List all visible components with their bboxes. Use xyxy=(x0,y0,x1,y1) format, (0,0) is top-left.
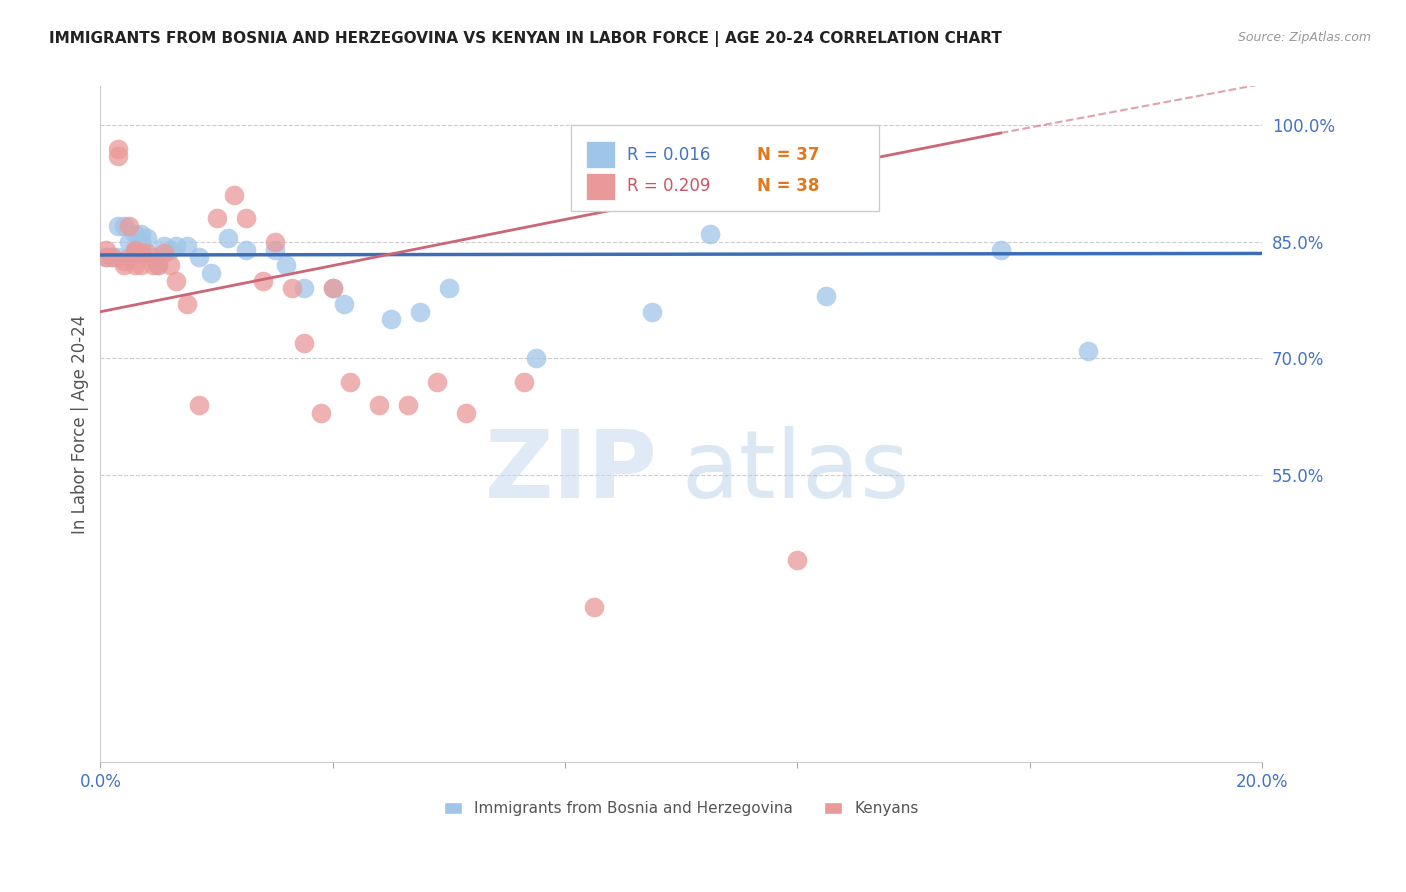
Point xyxy=(200,266,222,280)
Point xyxy=(107,149,129,163)
Point xyxy=(142,258,165,272)
Text: N = 37: N = 37 xyxy=(756,145,820,163)
Point xyxy=(235,243,257,257)
Y-axis label: In Labor Force | Age 20-24: In Labor Force | Age 20-24 xyxy=(72,315,89,534)
FancyBboxPatch shape xyxy=(571,125,879,211)
Point xyxy=(96,250,118,264)
Point xyxy=(165,238,187,252)
Point xyxy=(107,250,129,264)
Point xyxy=(524,351,547,366)
Point xyxy=(333,297,356,311)
Point xyxy=(641,304,664,318)
Point xyxy=(112,254,135,268)
Point xyxy=(426,375,449,389)
Point xyxy=(124,246,146,260)
Point xyxy=(101,250,124,264)
Point xyxy=(339,375,361,389)
Point xyxy=(135,246,157,260)
Text: N = 38: N = 38 xyxy=(756,178,820,195)
Point xyxy=(129,246,152,260)
Point xyxy=(135,231,157,245)
Text: R = 0.209: R = 0.209 xyxy=(627,178,710,195)
Point xyxy=(129,258,152,272)
Point xyxy=(118,235,141,249)
Point xyxy=(252,274,274,288)
Point xyxy=(322,281,344,295)
Point xyxy=(217,231,239,245)
Point xyxy=(165,274,187,288)
Text: R = 0.016: R = 0.016 xyxy=(627,145,710,163)
Point xyxy=(276,258,298,272)
Point xyxy=(142,250,165,264)
Point xyxy=(129,235,152,249)
Point xyxy=(281,281,304,295)
Point xyxy=(263,235,285,249)
Point xyxy=(107,219,129,234)
Point xyxy=(159,243,181,257)
Point xyxy=(699,227,721,241)
Point xyxy=(990,243,1012,257)
Point xyxy=(583,600,606,615)
Point xyxy=(263,243,285,257)
Point xyxy=(292,335,315,350)
FancyBboxPatch shape xyxy=(586,173,614,200)
Point xyxy=(222,188,245,202)
Point xyxy=(309,406,332,420)
Point xyxy=(1077,343,1099,358)
Point xyxy=(396,398,419,412)
Text: Source: ZipAtlas.com: Source: ZipAtlas.com xyxy=(1237,31,1371,45)
Point xyxy=(101,250,124,264)
Point xyxy=(148,258,170,272)
Point xyxy=(159,258,181,272)
Point xyxy=(292,281,315,295)
Point xyxy=(368,398,391,412)
Point xyxy=(124,258,146,272)
Text: IMMIGRANTS FROM BOSNIA AND HERZEGOVINA VS KENYAN IN LABOR FORCE | AGE 20-24 CORR: IMMIGRANTS FROM BOSNIA AND HERZEGOVINA V… xyxy=(49,31,1002,47)
FancyBboxPatch shape xyxy=(586,141,614,169)
Point xyxy=(129,227,152,241)
Point xyxy=(107,142,129,156)
Point xyxy=(815,289,838,303)
Point xyxy=(129,243,152,257)
Point xyxy=(205,211,228,226)
Point xyxy=(409,304,432,318)
Point xyxy=(148,258,170,272)
Point xyxy=(188,398,211,412)
Point xyxy=(112,258,135,272)
Point xyxy=(437,281,460,295)
Text: atlas: atlas xyxy=(681,425,910,517)
Point xyxy=(118,250,141,264)
Point xyxy=(96,250,118,264)
Point xyxy=(380,312,402,326)
Point xyxy=(153,246,176,260)
Point xyxy=(112,219,135,234)
Point xyxy=(786,553,808,567)
Point xyxy=(176,238,198,252)
Point xyxy=(456,406,478,420)
Point xyxy=(118,219,141,234)
Point xyxy=(124,243,146,257)
Point xyxy=(322,281,344,295)
Point xyxy=(235,211,257,226)
Point xyxy=(513,375,536,389)
Point xyxy=(153,238,176,252)
Point xyxy=(124,227,146,241)
Text: ZIP: ZIP xyxy=(485,425,658,517)
Point xyxy=(188,250,211,264)
Legend: Immigrants from Bosnia and Herzegovina, Kenyans: Immigrants from Bosnia and Herzegovina, … xyxy=(437,795,925,822)
Point xyxy=(176,297,198,311)
Point xyxy=(124,243,146,257)
Point xyxy=(96,243,118,257)
